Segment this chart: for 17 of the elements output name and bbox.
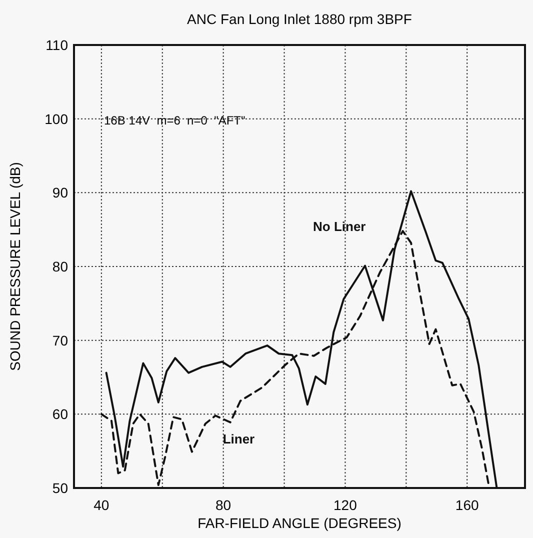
annotation: 16B 14V m=6 n=0 "AFT" [104, 114, 246, 128]
text: No Liner [313, 219, 366, 234]
y-tick-label: 100 [44, 110, 68, 127]
series-label: Liner [222, 432, 255, 447]
x-axis-title: FAR-FIELD ANGLE (DEGREES) [198, 515, 402, 531]
y-axis-title: SOUND PRESSURE LEVEL (dB) [7, 162, 23, 371]
y-tick-label: 50 [52, 480, 68, 496]
y-tick-label: 60 [52, 406, 68, 422]
y-tick-label: 90 [52, 184, 68, 201]
x-tick-label: 80 [216, 497, 232, 513]
x-tick-label: 160 [455, 497, 479, 513]
y-tick-label: 80 [52, 258, 68, 274]
x-tick-label: 120 [334, 497, 358, 513]
x-tick-label: 40 [94, 497, 110, 513]
chart-title: ANC Fan Long Inlet 1880 rpm 3BPF [187, 11, 412, 27]
y-tick-label: 70 [52, 332, 68, 348]
y-tick-label: 110 [46, 37, 68, 53]
